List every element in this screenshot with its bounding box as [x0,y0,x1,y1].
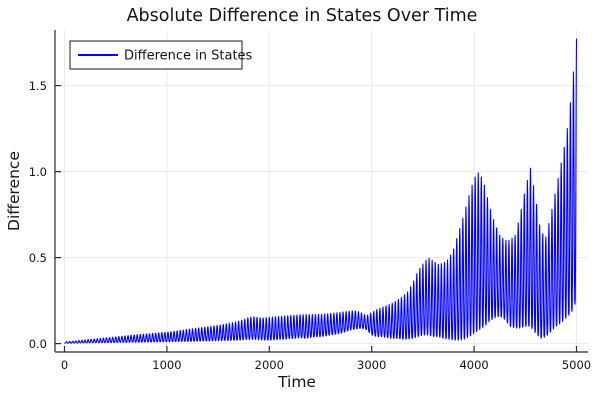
series-line-difference-in-states [64,38,578,344]
legend-entry-label: Difference in States [124,49,253,64]
chart-title: Absolute Difference in States Over Time [127,6,478,26]
grid-layer [55,30,588,352]
x-tick-label-0: 0 [61,358,68,372]
x-tick-label-4000: 4000 [459,358,488,372]
y-tick-label-1.0: 1.0 [29,165,47,179]
y-axis-label: Difference [5,151,23,231]
y-tick-label-0.0: 0.0 [29,337,47,351]
x-tick-label-1000: 1000 [152,358,181,372]
series-layer [64,38,578,344]
x-axis-label: Time [277,373,316,391]
tick-layer: 0 1000 2000 3000 4000 5000 0.0 0.5 1.0 1.5 [29,79,591,372]
y-tick-label-0.5: 0.5 [29,251,47,265]
x-tick-label-3000: 3000 [357,358,386,372]
y-tick-label-1.5: 1.5 [29,79,47,93]
x-tick-label-2000: 2000 [255,358,284,372]
legend: Difference in States [69,40,253,70]
x-tick-label-5000: 5000 [562,358,591,372]
